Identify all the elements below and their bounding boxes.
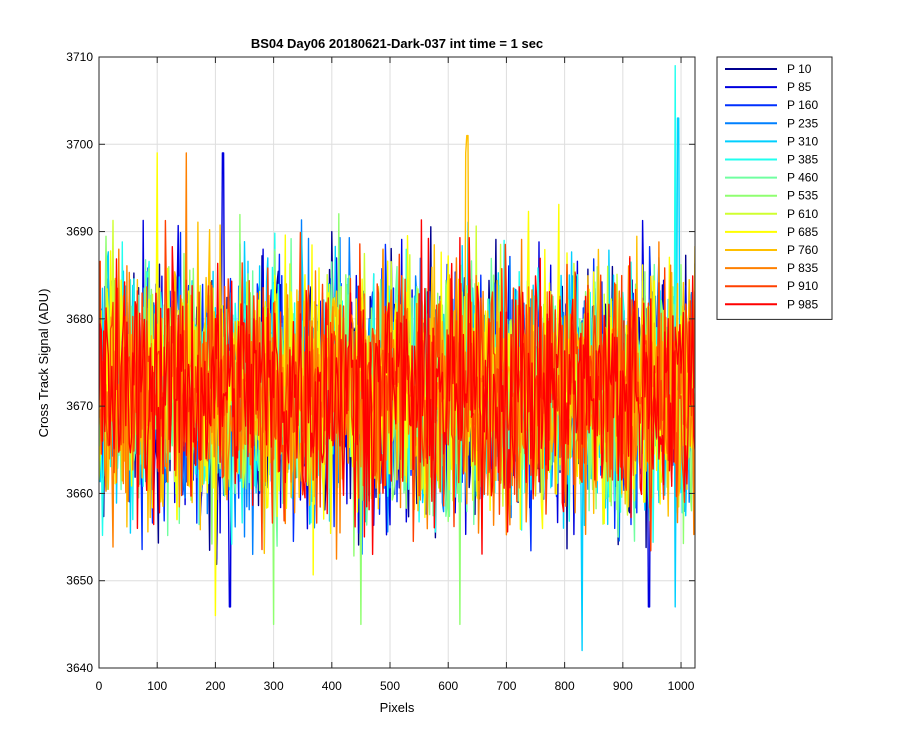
y-axis-label: Cross Track Signal (ADU) xyxy=(36,289,51,438)
x-tick-label: 0 xyxy=(96,679,103,693)
legend: P 10 P 85 P 160 P 235 P 310 P 385 P 460 P 535 P … xyxy=(716,56,833,320)
legend-label: P 760 xyxy=(787,243,818,257)
y-tick-label: 3690 xyxy=(66,225,93,239)
legend-label: P 85 xyxy=(787,80,812,94)
legend-label: P 10 xyxy=(787,62,812,76)
x-axis-label: Pixels xyxy=(380,700,415,715)
y-tick-label: 3640 xyxy=(66,661,93,675)
legend-label: P 985 xyxy=(787,297,818,311)
x-tick-label: 600 xyxy=(438,679,458,693)
plot-frame xyxy=(98,56,696,669)
x-tick-label: 900 xyxy=(613,679,633,693)
y-tick-label: 3670 xyxy=(66,399,93,413)
legend-label: P 235 xyxy=(787,116,818,130)
x-tick-label: 100 xyxy=(147,679,167,693)
legend-label: P 160 xyxy=(787,98,818,112)
x-axis: 0 100 200 300 400 500 600 700 800 900 1000 xyxy=(96,57,695,693)
legend-label: P 685 xyxy=(787,225,818,239)
y-tick-label: 3700 xyxy=(66,137,93,151)
x-tick-label: 500 xyxy=(380,679,400,693)
x-tick-label: 700 xyxy=(496,679,516,693)
x-tick-label: 400 xyxy=(322,679,342,693)
y-tick-label: 3680 xyxy=(66,312,93,326)
y-tick-label: 3710 xyxy=(66,50,93,64)
series-line-p910 xyxy=(99,219,695,552)
x-tick-label: 200 xyxy=(205,679,225,693)
y-tick-label: 3660 xyxy=(66,486,93,500)
legend-label: P 310 xyxy=(787,134,818,148)
x-tick-label: 800 xyxy=(555,679,575,693)
legend-label: P 610 xyxy=(787,207,818,221)
legend-label: P 535 xyxy=(787,189,818,203)
x-tick-label: 1000 xyxy=(668,679,695,693)
legend-box xyxy=(716,56,833,320)
series-layer xyxy=(99,65,695,652)
legend-label: P 385 xyxy=(787,153,818,167)
legend-label: P 910 xyxy=(787,279,818,293)
y-axis: 3640 3650 3660 3670 3680 3690 3700 3710 xyxy=(66,50,695,675)
legend-label: P 460 xyxy=(787,171,818,185)
y-tick-label: 3650 xyxy=(66,574,93,588)
chart-title: BS04 Day06 20180621-Dark-037 int time = … xyxy=(251,36,543,51)
x-tick-label: 300 xyxy=(264,679,284,693)
series-line-p985 xyxy=(99,219,695,556)
legend-label: P 835 xyxy=(787,261,818,275)
